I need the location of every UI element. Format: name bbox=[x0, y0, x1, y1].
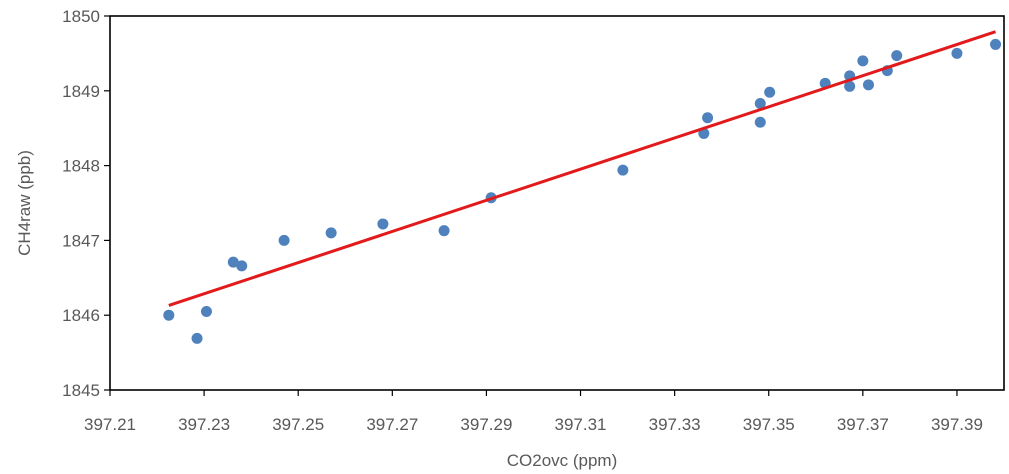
x-tick-label: 397.25 bbox=[272, 415, 324, 434]
data-point bbox=[990, 38, 1002, 50]
data-point bbox=[191, 332, 203, 344]
x-axis-title: CO2ovc (ppm) bbox=[507, 451, 618, 470]
y-axis-tick-labels: 1845 1846 1847 1848 1849 1850 bbox=[62, 7, 100, 400]
data-point bbox=[236, 260, 248, 272]
data-point bbox=[227, 256, 239, 268]
x-tick-label: 397.37 bbox=[837, 415, 889, 434]
y-axis-tick-marks bbox=[104, 15, 110, 391]
x-tick-label: 397.35 bbox=[743, 415, 795, 434]
data-point bbox=[857, 55, 869, 67]
y-tick-label: 1849 bbox=[62, 82, 100, 101]
data-point bbox=[278, 234, 290, 246]
data-point bbox=[200, 305, 212, 317]
data-points bbox=[163, 38, 1002, 344]
data-point bbox=[325, 227, 337, 239]
data-point bbox=[702, 112, 714, 124]
data-point bbox=[862, 79, 874, 91]
x-tick-label: 397.27 bbox=[366, 415, 418, 434]
x-tick-label: 397.29 bbox=[460, 415, 512, 434]
data-point bbox=[163, 309, 175, 321]
y-tick-label: 1847 bbox=[62, 231, 100, 250]
data-point bbox=[844, 80, 856, 92]
y-tick-label: 1848 bbox=[62, 157, 100, 176]
y-axis-title: CH4raw (ppb) bbox=[15, 150, 34, 256]
x-tick-label: 397.39 bbox=[931, 415, 983, 434]
x-tick-label: 397.21 bbox=[84, 415, 136, 434]
data-point bbox=[951, 47, 963, 59]
x-tick-label: 397.31 bbox=[555, 415, 607, 434]
x-axis-tick-labels: 397.21 397.23 397.25 397.27 397.29 397.31 397.… bbox=[84, 415, 983, 434]
plot-area-frame bbox=[109, 15, 1005, 391]
data-point bbox=[377, 218, 389, 230]
trendline bbox=[168, 30, 997, 307]
y-tick-label: 1850 bbox=[62, 7, 100, 26]
x-tick-label: 397.23 bbox=[178, 415, 230, 434]
y-tick-label: 1846 bbox=[62, 306, 100, 325]
data-point bbox=[754, 98, 766, 110]
data-point bbox=[617, 164, 629, 176]
x-axis-tick-marks bbox=[109, 390, 958, 396]
data-point bbox=[438, 225, 450, 237]
data-point bbox=[891, 50, 903, 62]
data-point bbox=[754, 116, 766, 128]
x-tick-label: 397.33 bbox=[649, 415, 701, 434]
data-point bbox=[764, 86, 776, 98]
y-tick-label: 1845 bbox=[62, 381, 100, 400]
